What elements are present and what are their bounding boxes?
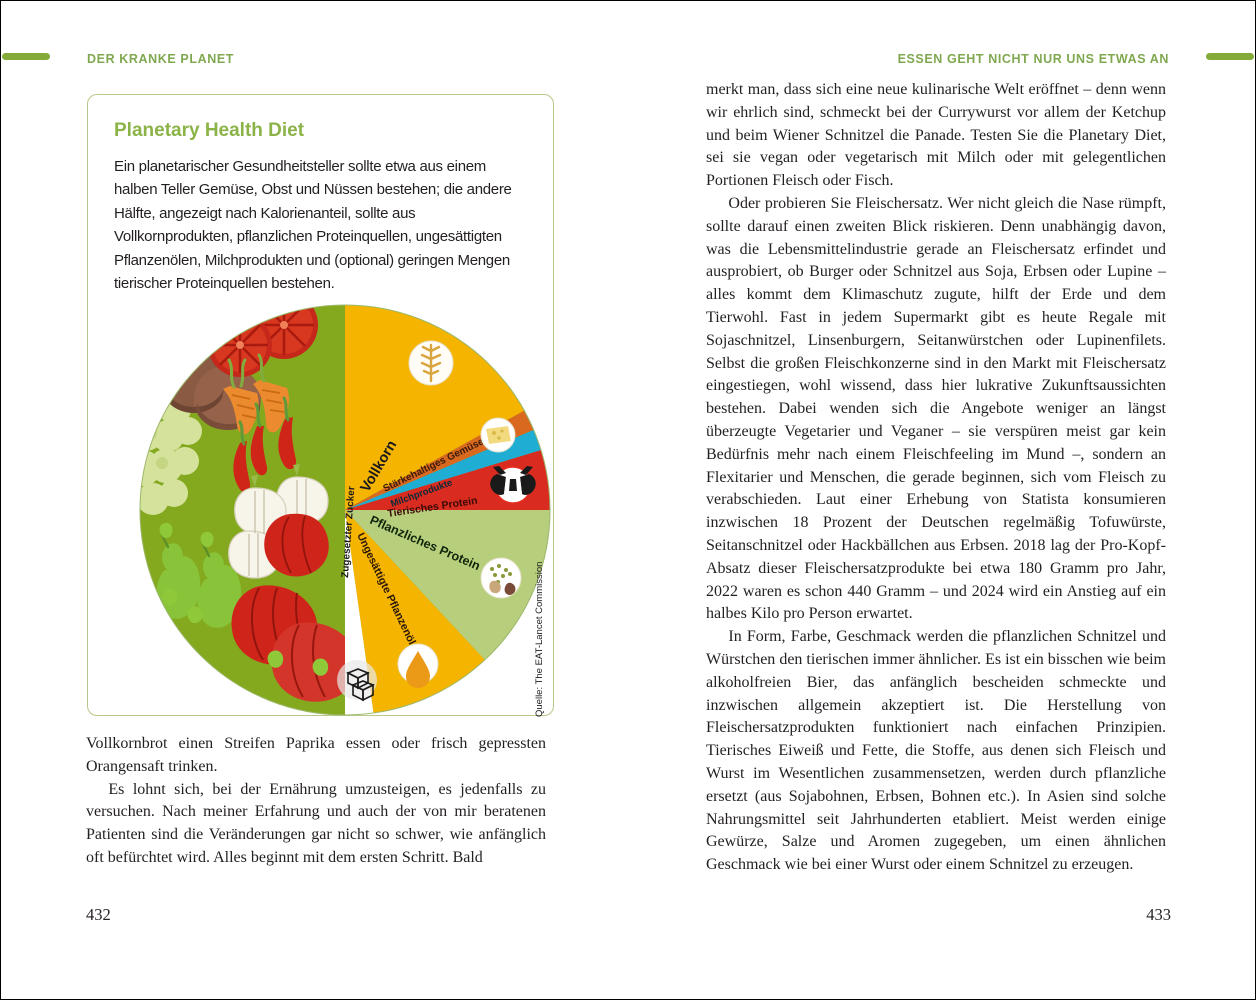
svg-text:Quelle: The EAT-Lancet Commiss: Quelle: The EAT-Lancet Commission [534,562,545,717]
